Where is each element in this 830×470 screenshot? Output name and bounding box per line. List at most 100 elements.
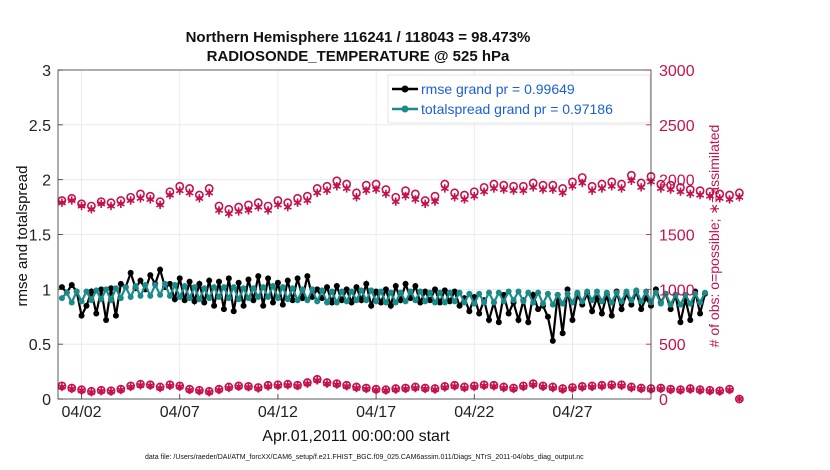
- data-point: [58, 295, 65, 302]
- obs-assimilated-marker: [499, 185, 508, 194]
- data-point: [520, 298, 527, 305]
- asterisk-core: [266, 384, 271, 389]
- data-point: [667, 301, 674, 308]
- asterisk-core: [619, 383, 624, 388]
- asterisk-core: [236, 384, 241, 389]
- data-point: [274, 279, 281, 286]
- asterisk-core: [629, 178, 634, 183]
- obs-assimilated-marker: [322, 379, 332, 388]
- tick-label-x: 04/27: [552, 404, 592, 421]
- data-point: [117, 280, 124, 287]
- asterisk-core: [393, 199, 398, 204]
- data-point: [368, 287, 375, 294]
- obs-assimilated-marker: [411, 195, 420, 204]
- data-point: [127, 269, 134, 276]
- obs-assimilated-marker: [57, 382, 66, 392]
- asterisk-core: [344, 186, 349, 191]
- data-point: [328, 288, 335, 295]
- data-point: [549, 301, 556, 308]
- data-point: [535, 306, 542, 313]
- asterisk-core: [403, 386, 408, 391]
- asterisk-core: [89, 390, 94, 395]
- obs-assimilated-marker: [725, 385, 734, 395]
- data-point: [652, 289, 659, 296]
- data-point: [594, 288, 601, 295]
- asterisk-core: [158, 386, 163, 391]
- data-point: [353, 284, 360, 291]
- asterisk-core: [727, 197, 732, 202]
- asterisk-core: [737, 397, 742, 401]
- obs-assimilated-marker: [597, 382, 606, 391]
- asterisk-core: [639, 386, 644, 391]
- obs-assimilated-marker: [77, 201, 86, 211]
- data-point: [171, 296, 178, 303]
- obs-assimilated-marker: [146, 381, 155, 390]
- obs-assimilated-marker: [126, 382, 135, 392]
- legend-box: [387, 74, 651, 124]
- data-point: [68, 281, 75, 288]
- data-point: [584, 288, 591, 295]
- asterisk-core: [217, 388, 222, 393]
- data-point: [486, 317, 493, 324]
- asterisk-core: [531, 382, 536, 387]
- data-point: [505, 310, 512, 317]
- asterisk-core: [707, 194, 712, 199]
- asterisk-core: [295, 200, 300, 205]
- asterisk-core: [668, 388, 673, 393]
- data-point: [422, 298, 429, 305]
- data-point: [220, 284, 227, 291]
- data-point: [250, 297, 257, 304]
- data-point: [181, 283, 188, 290]
- asterisk-core: [364, 188, 369, 193]
- obs-assimilated-marker: [195, 194, 204, 203]
- data-point: [230, 284, 237, 291]
- asterisk-core: [531, 185, 536, 190]
- obs-assimilated-marker: [381, 189, 390, 199]
- obs-assimilated-marker: [715, 194, 724, 203]
- asterisk-core: [99, 201, 104, 206]
- data-point: [176, 294, 183, 301]
- asterisk-core: [325, 381, 330, 386]
- data-point: [412, 297, 419, 304]
- data-point: [112, 312, 119, 319]
- tick-label-y-right: 0: [659, 392, 668, 409]
- asterisk-core: [668, 187, 673, 192]
- data-point: [58, 284, 65, 291]
- asterisk-core: [472, 384, 477, 389]
- obs-assimilated-marker: [352, 383, 361, 393]
- data-point: [456, 289, 463, 296]
- obs-assimilated-marker: [195, 386, 204, 396]
- obs-assimilated-marker: [136, 381, 145, 390]
- data-point: [422, 288, 429, 295]
- obs-assimilated-marker: [548, 383, 557, 393]
- data-point: [216, 278, 223, 285]
- tick-label-y-right: 500: [659, 337, 686, 354]
- asterisk-core: [491, 384, 496, 389]
- obs-assimilated-marker: [617, 381, 626, 391]
- asterisk-core: [325, 188, 330, 193]
- asterisk-core: [59, 200, 64, 205]
- data-point: [510, 297, 517, 304]
- data-point: [216, 294, 223, 301]
- asterisk-core: [275, 202, 280, 207]
- data-point: [196, 296, 203, 303]
- data-point: [486, 289, 493, 296]
- data-point: [112, 285, 119, 292]
- data-point: [201, 299, 208, 306]
- obs-assimilated-marker: [489, 184, 498, 193]
- asterisk-core: [383, 388, 388, 393]
- data-point: [559, 300, 566, 307]
- data-point: [495, 319, 502, 326]
- asterisk-core: [109, 389, 114, 394]
- data-point: [441, 287, 448, 294]
- obs-assimilated-marker: [696, 386, 705, 395]
- obs-assimilated-marker: [283, 202, 292, 212]
- asterisk-core: [560, 387, 565, 392]
- asterisk-core: [138, 383, 143, 388]
- obs-assimilated-marker: [313, 188, 322, 198]
- asterisk-core: [550, 187, 555, 192]
- asterisk-core: [541, 187, 546, 192]
- tick-label-y-left: 2: [42, 173, 51, 190]
- obs-assimilated-marker: [617, 184, 626, 193]
- obs-assimilated-marker: [627, 383, 636, 393]
